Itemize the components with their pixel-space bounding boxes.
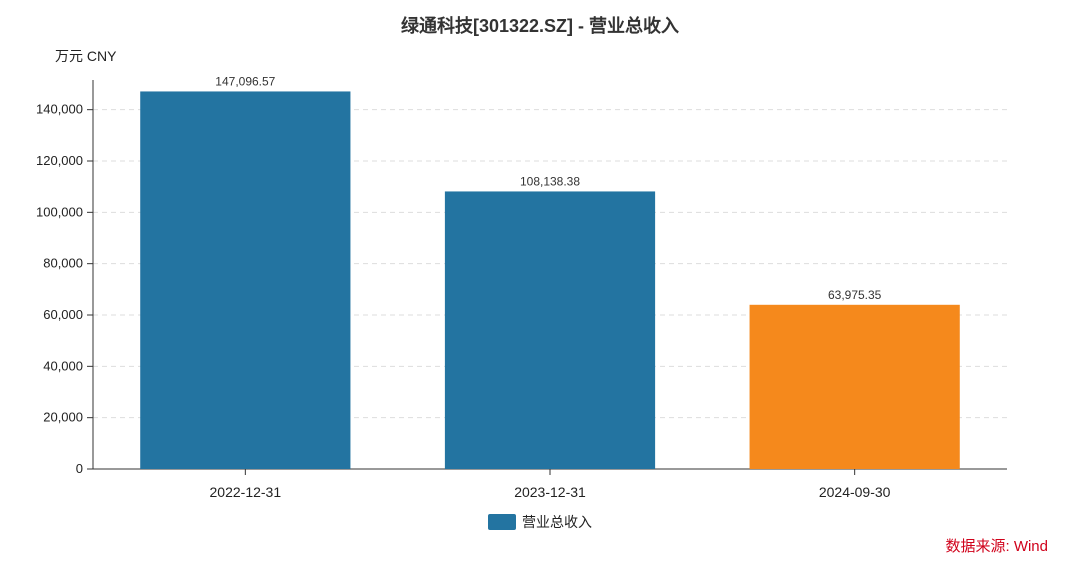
y-axis-unit-label: 万元 CNY bbox=[55, 48, 117, 64]
y-tick-label: 20,000 bbox=[43, 410, 83, 425]
data-label: 108,138.38 bbox=[520, 174, 580, 188]
x-tick-label: 2024-09-30 bbox=[819, 484, 891, 500]
labels: 147,096.57 108,138.38 63,975.35 bbox=[215, 74, 881, 301]
y-tick-label: 120,000 bbox=[36, 153, 83, 168]
legend-swatch bbox=[488, 514, 516, 530]
legend-label: 营业总收入 bbox=[522, 514, 592, 530]
y-tick-label: 0 bbox=[76, 461, 83, 476]
y-tick-label: 100,000 bbox=[36, 204, 83, 219]
y-tick-label: 140,000 bbox=[36, 102, 83, 117]
x-tick-label: 2022-12-31 bbox=[210, 484, 282, 500]
y-tick-label: 80,000 bbox=[43, 256, 83, 271]
bar bbox=[140, 91, 351, 469]
bar bbox=[444, 191, 656, 469]
bars bbox=[140, 91, 960, 469]
x-tick-label: 2023-12-31 bbox=[514, 484, 586, 500]
y-tick-label: 40,000 bbox=[43, 358, 83, 373]
data-label: 63,975.35 bbox=[828, 288, 882, 302]
data-source-note: 数据来源: Wind bbox=[945, 538, 1048, 555]
y-tick-label: 60,000 bbox=[43, 307, 83, 322]
chart-title: 绿通科技[301322.SZ] - 营业总收入 bbox=[400, 16, 680, 36]
legend: 营业总收入 bbox=[0, 512, 1080, 532]
data-label: 147,096.57 bbox=[215, 74, 275, 88]
bar-chart: 0 20,000 40,000 60,000 80,000 100,000 120,000 1… bbox=[36, 74, 1007, 500]
bar bbox=[749, 304, 960, 469]
